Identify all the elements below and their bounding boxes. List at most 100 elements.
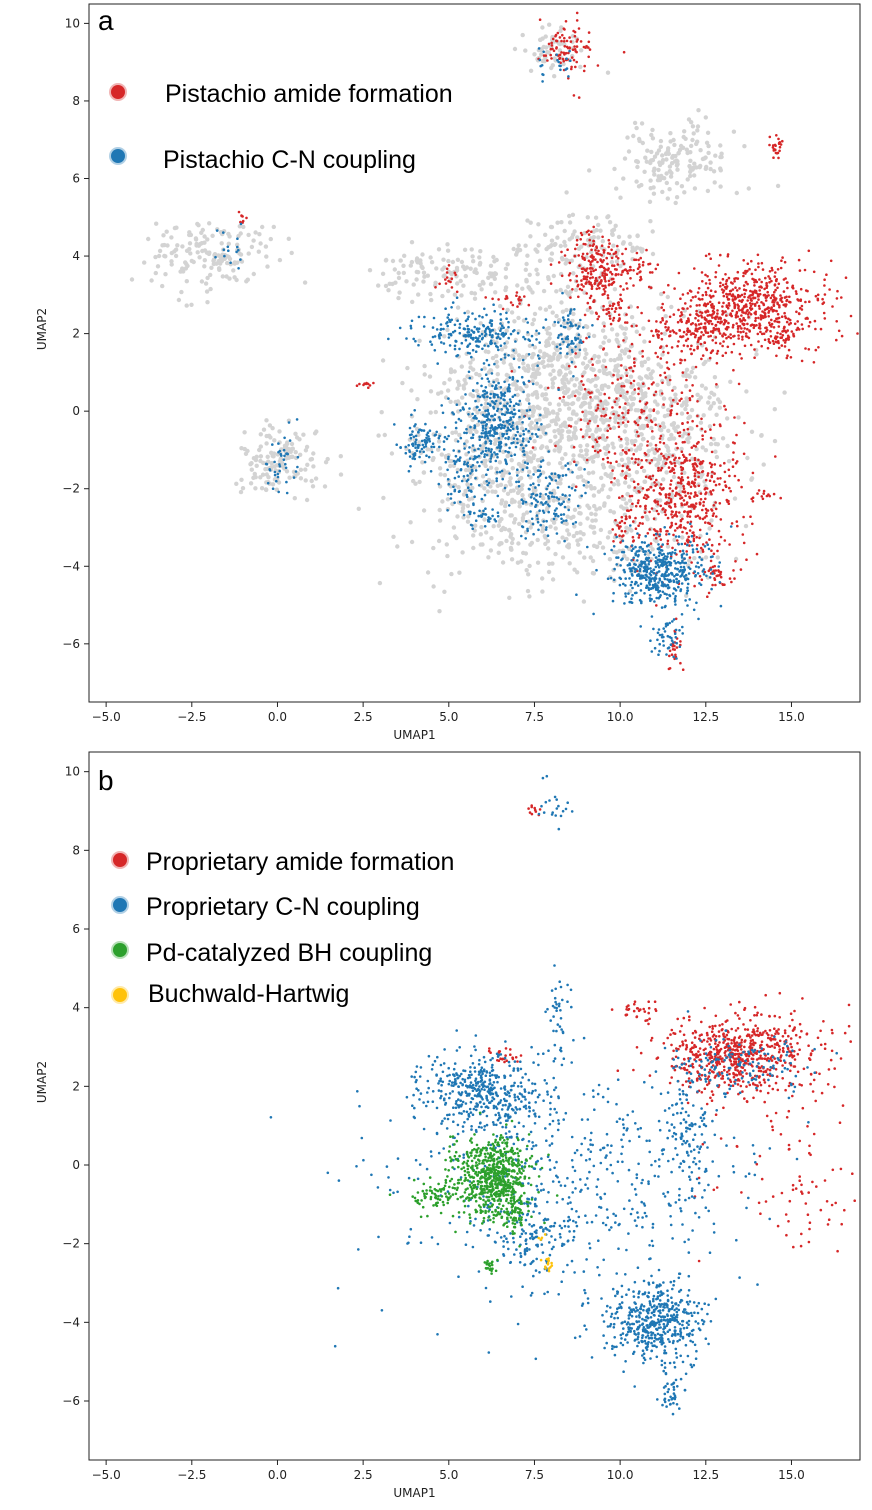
data-point (666, 586, 670, 590)
background-point (685, 150, 690, 156)
background-point (452, 369, 457, 374)
data-point (760, 332, 764, 336)
background-point (537, 406, 542, 411)
data-point (742, 323, 746, 327)
background-point (630, 402, 636, 407)
data-point (582, 383, 585, 387)
background-point (512, 499, 517, 504)
data-point (610, 307, 614, 311)
background-point (563, 452, 568, 457)
background-point (488, 465, 494, 470)
data-point (699, 335, 703, 338)
data-point (737, 334, 740, 337)
data-point (780, 300, 784, 304)
background-point (663, 453, 669, 458)
background-point (527, 343, 533, 348)
data-point (768, 135, 772, 139)
background-point (405, 365, 410, 371)
data-point (685, 553, 689, 556)
background-point (544, 246, 549, 252)
data-point (582, 277, 586, 281)
data-point (672, 363, 676, 366)
data-point (674, 494, 677, 498)
background-point (642, 479, 647, 484)
background-point (656, 362, 661, 367)
background-point (188, 251, 193, 256)
data-point (694, 323, 697, 326)
data-point (724, 273, 727, 276)
data-point (767, 306, 770, 310)
data-point (668, 667, 672, 670)
data-point (599, 258, 602, 261)
data-point (782, 339, 785, 342)
background-point (601, 321, 606, 326)
data-point (786, 286, 789, 290)
data-point (656, 561, 659, 564)
data-point (765, 286, 768, 290)
data-point (585, 336, 588, 340)
background-point (517, 500, 522, 505)
data-point (603, 284, 607, 288)
background-point (539, 360, 545, 366)
data-point (652, 533, 656, 537)
background-point (197, 255, 202, 260)
background-point (623, 471, 629, 476)
data-point (600, 244, 604, 247)
background-point (445, 248, 451, 253)
data-point (649, 573, 653, 577)
data-point (572, 445, 576, 449)
background-point (261, 427, 267, 432)
background-point (521, 361, 526, 366)
background-point (434, 266, 439, 271)
data-point (640, 459, 643, 462)
data-point (758, 292, 762, 296)
background-point (639, 121, 645, 126)
data-point (696, 345, 699, 349)
background-point (517, 521, 522, 527)
data-point (627, 409, 630, 412)
background-point (566, 380, 571, 385)
data-point (573, 45, 576, 48)
background-point (504, 328, 509, 333)
background-point (511, 246, 516, 252)
background-point (587, 410, 592, 415)
background-point (676, 150, 681, 156)
data-point (615, 255, 618, 258)
data-point (743, 292, 747, 296)
data-point (597, 282, 601, 286)
background-point (718, 184, 723, 189)
background-point (660, 189, 665, 195)
background-point (536, 222, 541, 227)
background-point (439, 452, 444, 457)
data-point (721, 344, 724, 348)
data-point (737, 337, 740, 340)
data-point (657, 334, 661, 337)
background-point (445, 497, 451, 502)
data-point (770, 294, 774, 297)
background-point (521, 366, 527, 371)
data-point (659, 529, 662, 533)
data-point (567, 51, 570, 55)
data-point (637, 524, 640, 527)
background-point (558, 243, 563, 249)
background-point (153, 254, 158, 260)
background-point (614, 384, 620, 389)
data-point (735, 289, 739, 292)
data-point (697, 484, 701, 488)
data-point (645, 488, 649, 492)
data-point (237, 210, 241, 214)
data-point (613, 400, 617, 404)
background-point (162, 242, 167, 248)
background-point (550, 377, 555, 382)
background-point (611, 445, 616, 450)
data-point (629, 277, 632, 280)
data-point (583, 387, 587, 391)
data-point (700, 314, 703, 317)
background-point (569, 377, 574, 382)
background-point (691, 131, 696, 136)
data-point (736, 327, 740, 330)
background-point (655, 382, 660, 388)
data-point (760, 261, 764, 265)
data-point (772, 156, 775, 159)
data-point (714, 341, 718, 345)
